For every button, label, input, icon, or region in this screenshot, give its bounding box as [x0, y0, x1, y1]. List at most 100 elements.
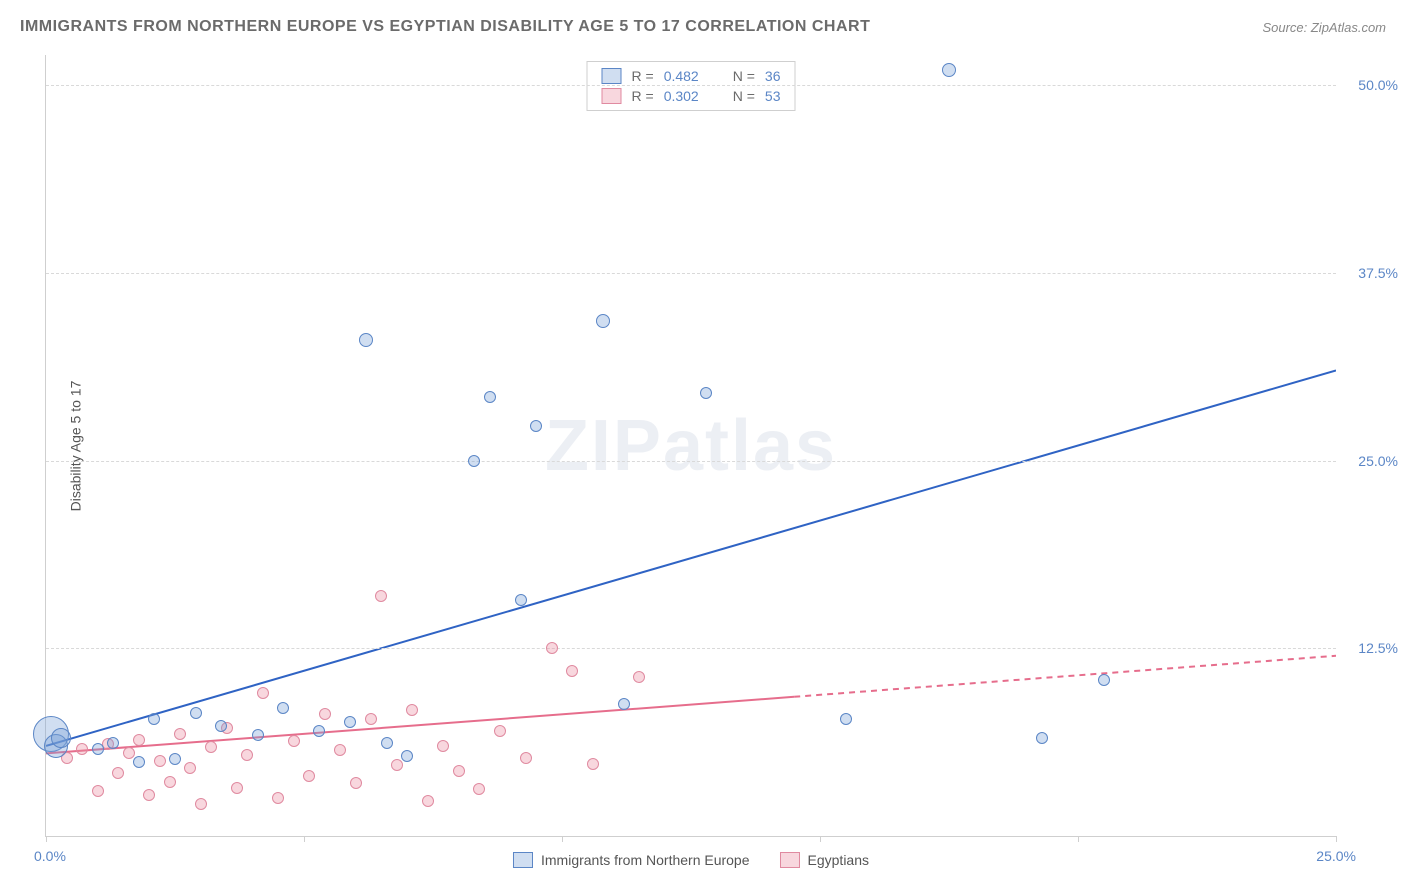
data-point: [1098, 674, 1110, 686]
data-point: [231, 782, 243, 794]
swatch-blue: [513, 852, 533, 868]
data-point: [313, 725, 325, 737]
data-point: [303, 770, 315, 782]
data-point: [587, 758, 599, 770]
data-point: [123, 747, 135, 759]
data-point: [143, 789, 155, 801]
watermark: ZIPatlas: [545, 405, 837, 487]
data-point: [344, 716, 356, 728]
data-point: [401, 750, 413, 762]
n-value-red: 53: [765, 88, 781, 104]
data-point: [484, 391, 496, 403]
n-label: N =: [733, 88, 755, 104]
data-point: [381, 737, 393, 749]
data-point: [422, 795, 434, 807]
data-point: [257, 687, 269, 699]
data-point: [133, 756, 145, 768]
x-tick: [820, 836, 821, 842]
data-point: [453, 765, 465, 777]
stats-row-blue: R = 0.482 N = 36: [602, 66, 781, 86]
n-label: N =: [733, 68, 755, 84]
data-point: [473, 783, 485, 795]
data-point: [365, 713, 377, 725]
chart-title: IMMIGRANTS FROM NORTHERN EUROPE VS EGYPT…: [20, 18, 870, 36]
legend-label-red: Egyptians: [808, 852, 869, 868]
data-point: [319, 708, 331, 720]
data-point: [92, 785, 104, 797]
data-point: [92, 743, 104, 755]
data-point: [468, 455, 480, 467]
data-point: [169, 753, 181, 765]
x-tick: [304, 836, 305, 842]
y-tick-label: 37.5%: [1358, 265, 1398, 281]
trend-lines: [46, 55, 1336, 836]
swatch-red: [780, 852, 800, 868]
legend-item-blue: Immigrants from Northern Europe: [513, 852, 750, 868]
data-point: [437, 740, 449, 752]
data-point: [359, 333, 373, 347]
gridline: [46, 273, 1336, 274]
data-point: [241, 749, 253, 761]
x-max-label: 25.0%: [1316, 848, 1356, 864]
data-point: [520, 752, 532, 764]
gridline: [46, 85, 1336, 86]
x-tick: [562, 836, 563, 842]
r-label: R =: [632, 68, 654, 84]
data-point: [515, 594, 527, 606]
y-tick-label: 50.0%: [1358, 77, 1398, 93]
data-point: [164, 776, 176, 788]
data-point: [334, 744, 346, 756]
gridline: [46, 461, 1336, 462]
legend-label-blue: Immigrants from Northern Europe: [541, 852, 750, 868]
y-tick-label: 12.5%: [1358, 640, 1398, 656]
data-point: [184, 762, 196, 774]
data-point: [272, 792, 284, 804]
r-value-blue: 0.482: [664, 68, 699, 84]
data-point: [205, 741, 217, 753]
data-point: [530, 420, 542, 432]
stats-row-red: R = 0.302 N = 53: [602, 86, 781, 106]
data-point: [700, 387, 712, 399]
data-point: [133, 734, 145, 746]
data-point: [277, 702, 289, 714]
y-tick-label: 25.0%: [1358, 453, 1398, 469]
data-point: [350, 777, 362, 789]
series-legend: Immigrants from Northern Europe Egyptian…: [513, 852, 869, 868]
data-point: [633, 671, 645, 683]
x-tick: [46, 836, 47, 842]
gridline: [46, 648, 1336, 649]
data-point: [288, 735, 300, 747]
legend-item-red: Egyptians: [780, 852, 869, 868]
source-attribution: Source: ZipAtlas.com: [1262, 20, 1386, 35]
data-point: [174, 728, 186, 740]
r-value-red: 0.302: [664, 88, 699, 104]
x-origin-label: 0.0%: [34, 848, 66, 864]
data-point: [154, 755, 166, 767]
r-label: R =: [632, 88, 654, 104]
data-point: [840, 713, 852, 725]
data-point: [618, 698, 630, 710]
data-point: [148, 713, 160, 725]
data-point: [190, 707, 202, 719]
data-point: [107, 737, 119, 749]
data-point: [596, 314, 610, 328]
swatch-blue: [602, 68, 622, 84]
x-tick: [1336, 836, 1337, 842]
data-point: [76, 743, 88, 755]
data-point: [546, 642, 558, 654]
data-point: [375, 590, 387, 602]
x-tick: [1078, 836, 1079, 842]
data-point: [252, 729, 264, 741]
data-point: [406, 704, 418, 716]
data-point: [112, 767, 124, 779]
data-point: [566, 665, 578, 677]
data-point: [391, 759, 403, 771]
scatter-plot: ZIPatlas R = 0.482 N = 36 R = 0.302 N = …: [45, 55, 1336, 837]
data-point: [195, 798, 207, 810]
n-value-blue: 36: [765, 68, 781, 84]
data-point: [494, 725, 506, 737]
data-point: [51, 728, 71, 748]
data-point: [942, 63, 956, 77]
data-point: [215, 720, 227, 732]
swatch-red: [602, 88, 622, 104]
